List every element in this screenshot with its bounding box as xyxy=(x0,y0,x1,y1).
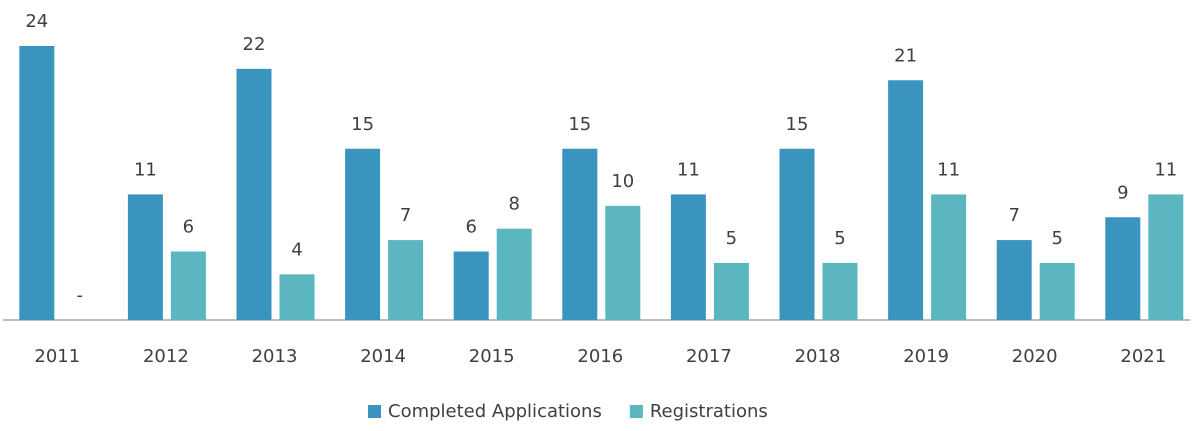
bar xyxy=(1039,262,1075,320)
x-tick-label: 2014 xyxy=(360,346,406,367)
x-tick-label: 2019 xyxy=(903,346,949,367)
legend-label: Registrations xyxy=(650,401,768,422)
bar xyxy=(605,205,641,320)
data-label: 6 xyxy=(183,217,194,238)
bar xyxy=(996,240,1032,320)
x-tick-label: 2012 xyxy=(143,346,189,367)
data-label: 9 xyxy=(1117,182,1128,203)
bar xyxy=(888,80,924,320)
bar xyxy=(670,194,706,320)
legend-swatch xyxy=(368,405,381,418)
data-label: 11 xyxy=(134,159,157,180)
data-label: 24 xyxy=(25,11,48,32)
data-label: 21 xyxy=(894,45,917,66)
x-tick-label: 2020 xyxy=(1012,346,1058,367)
bar xyxy=(388,240,424,320)
x-tick-label: 2021 xyxy=(1120,346,1166,367)
data-label: 4 xyxy=(291,239,302,260)
bar xyxy=(19,46,55,320)
bar xyxy=(822,262,858,320)
bar xyxy=(345,148,381,320)
data-label: 7 xyxy=(400,205,411,226)
legend-swatch xyxy=(629,405,643,418)
data-label: 10 xyxy=(611,171,634,192)
data-label: - xyxy=(77,285,84,306)
x-tick-label: 2017 xyxy=(686,346,732,367)
legend-label: Completed Applications xyxy=(388,401,602,422)
x-tick-label: 2013 xyxy=(252,346,298,367)
data-label: 22 xyxy=(243,34,266,55)
data-label: 11 xyxy=(1154,159,1177,180)
bar xyxy=(562,148,598,320)
bar xyxy=(779,148,815,320)
data-label: 5 xyxy=(726,228,737,249)
x-tick-label: 2018 xyxy=(795,346,841,367)
data-label: 15 xyxy=(568,114,591,135)
data-label: 11 xyxy=(677,159,700,180)
bar xyxy=(127,194,163,320)
data-label: 7 xyxy=(1008,205,1019,226)
bar xyxy=(453,251,489,320)
data-label: 5 xyxy=(1051,228,1062,249)
data-label: 6 xyxy=(465,217,476,238)
bar xyxy=(713,262,749,320)
bar xyxy=(279,274,315,320)
data-label: 11 xyxy=(937,159,960,180)
data-label: 15 xyxy=(786,114,809,135)
x-tick-label: 2016 xyxy=(577,346,623,367)
bar xyxy=(1148,194,1184,320)
x-tick-label: 2011 xyxy=(34,346,80,367)
bar xyxy=(1105,217,1141,320)
data-label: 15 xyxy=(351,114,374,135)
data-label: 8 xyxy=(508,194,519,215)
bar xyxy=(236,68,272,320)
bar xyxy=(496,228,532,320)
bar xyxy=(931,194,967,320)
x-tick-label: 2015 xyxy=(469,346,515,367)
data-label: 5 xyxy=(834,228,845,249)
bar xyxy=(170,251,206,320)
